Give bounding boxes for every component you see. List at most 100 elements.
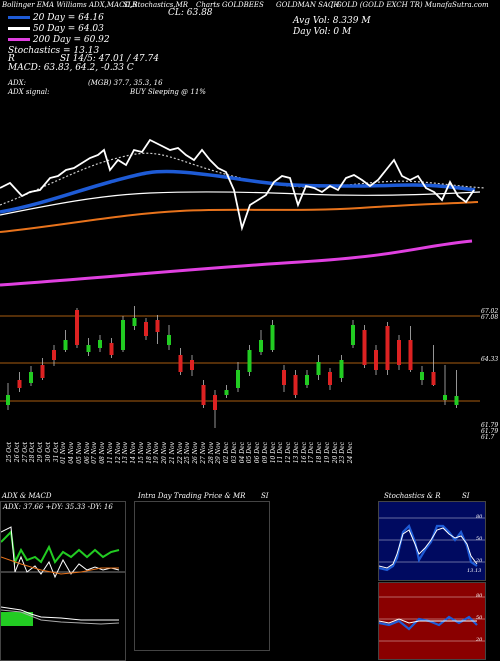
x-label: 17 Dec (308, 442, 316, 464)
header-indicators-2: SI,Stochastics,MR (123, 1, 189, 9)
stoch-title: Stochastics & R (384, 492, 441, 500)
candle-body (247, 350, 252, 372)
adx-macd-title: ADX & MACD (2, 492, 52, 500)
close-price: CL: 63.88 (168, 8, 213, 18)
stochastics-chart (379, 517, 485, 572)
stochastics-value: Stochastics = 13.13 (8, 46, 100, 56)
adx-line (1, 526, 120, 579)
candle-body (98, 340, 102, 348)
ema200-text: 200 Day = 60.92 (32, 35, 110, 45)
x-label: 04 Nov (68, 442, 75, 464)
adx-label: ADX: (8, 79, 27, 87)
x-label: 18 Dec (316, 442, 323, 464)
ema20-text: 20 Day = 64.16 (32, 13, 104, 23)
price-label-5: 61.79 (481, 428, 499, 435)
rsi-label-20: 20 (476, 637, 483, 643)
ema50-text: 50 Day = 64.03 (32, 24, 104, 34)
x-label: 03 Dec (230, 442, 238, 464)
candle-body (293, 375, 298, 395)
stoch-value: 13.13 (467, 568, 482, 574)
rsi-panel: 80 50 20 (378, 582, 486, 660)
fund-name: [ GOLD (GOLD EXCH TR) MunafaSutra.com (331, 1, 489, 9)
price-label-6: 61.7 (481, 434, 495, 441)
candle-body (75, 310, 79, 345)
price-label-4: 61.79 (481, 422, 499, 429)
x-label: 15 Nov (137, 442, 145, 464)
stochastics-panel: 80 50 20 13.13 (378, 501, 486, 581)
stoch-title-si: SI (462, 492, 470, 500)
candle-body (351, 325, 355, 345)
ema20-legend: 20 Day = 64.16 (8, 14, 104, 23)
ema50-legend: 50 Day = 64.03 (8, 25, 104, 34)
ema200-line (0, 201, 479, 233)
ema200-swatch (8, 38, 30, 41)
x-label: 13 Nov (122, 442, 130, 464)
x-label: 25 Oct (6, 442, 13, 463)
rsi-label-50: 50 (476, 615, 483, 621)
candle-body (63, 340, 68, 350)
candle-body (385, 326, 390, 370)
price-line (0, 138, 475, 232)
x-label: 11 Dec (277, 442, 285, 464)
rsi-label-80: 80 (476, 593, 483, 599)
candle-body (213, 395, 217, 410)
candle-body (132, 318, 137, 326)
price-label-2: 67.08 (481, 314, 499, 321)
x-label: 29 Oct (37, 442, 44, 463)
intraday-title: Intra Day Trading Price & MR (138, 492, 246, 500)
x-label: 08 Nov (99, 442, 106, 464)
adx-legend: ADX: 37.66 +DY: 35.33 -DY: 16 (3, 503, 113, 511)
x-label: 27 Oct (21, 442, 29, 463)
x-label: 12 Nov (114, 442, 122, 464)
x-label: 27 Nov (199, 442, 207, 464)
candle-body (305, 375, 309, 385)
stoch-label-20: 20 (476, 558, 483, 564)
candle-body (259, 340, 263, 352)
candle-body (236, 370, 240, 388)
candle-body (454, 396, 459, 405)
candle-body (178, 355, 183, 372)
x-label: 05 Dec (246, 442, 254, 464)
candle-body (29, 372, 33, 383)
candle-body (109, 343, 114, 355)
adx-plus-line (1, 529, 120, 566)
x-label: 18 Nov (145, 442, 153, 464)
price-label-3: 64.33 (481, 356, 499, 363)
intraday-title-si: SI (261, 492, 269, 500)
x-label: 25 Nov (184, 442, 192, 464)
x-label: 24 Dec (347, 442, 354, 464)
macd-line (1, 606, 119, 621)
x-label: 04 Dec (238, 442, 246, 464)
stoch-label-80: 80 (476, 514, 483, 520)
candle-body (443, 395, 447, 400)
x-label: 31 Oct (52, 442, 60, 463)
day-volume: Day Vol: 0 M (293, 27, 352, 37)
adx-signal-value: BUY Sleeping @ 11% (130, 88, 206, 96)
company-name: GOLDMAN SACH (276, 1, 340, 9)
candle-body (397, 340, 401, 365)
x-label: 16 Dec (300, 442, 308, 464)
x-label: 11 Nov (106, 442, 114, 464)
x-label: 19 Dec (323, 442, 331, 464)
ema50-swatch (8, 27, 30, 30)
x-label: 06 Dec (254, 442, 261, 464)
rsi-label: R (8, 54, 15, 64)
x-label: 01 Nov (60, 442, 68, 464)
candle-body (6, 395, 10, 405)
macd-value: MACD: 63.83, 64.2, -0.33 C (8, 63, 134, 73)
adx-macd-chart (1, 526, 125, 626)
x-label: 05 Nov (75, 442, 83, 464)
candle-body (408, 340, 413, 370)
candle-body (201, 385, 206, 405)
price-label-1: 67.02 (481, 308, 499, 315)
chart-title: Charts GOLDBEES (196, 1, 264, 9)
x-label: 23 Dec (339, 442, 347, 464)
ema50-line (0, 152, 486, 206)
candles-group (6, 306, 459, 428)
candle-body (190, 360, 194, 370)
candle-body (282, 370, 286, 385)
candle-body (144, 322, 148, 336)
macd-signal-line (1, 609, 120, 625)
main-chart (0, 138, 486, 428)
ema20-swatch (8, 16, 30, 19)
